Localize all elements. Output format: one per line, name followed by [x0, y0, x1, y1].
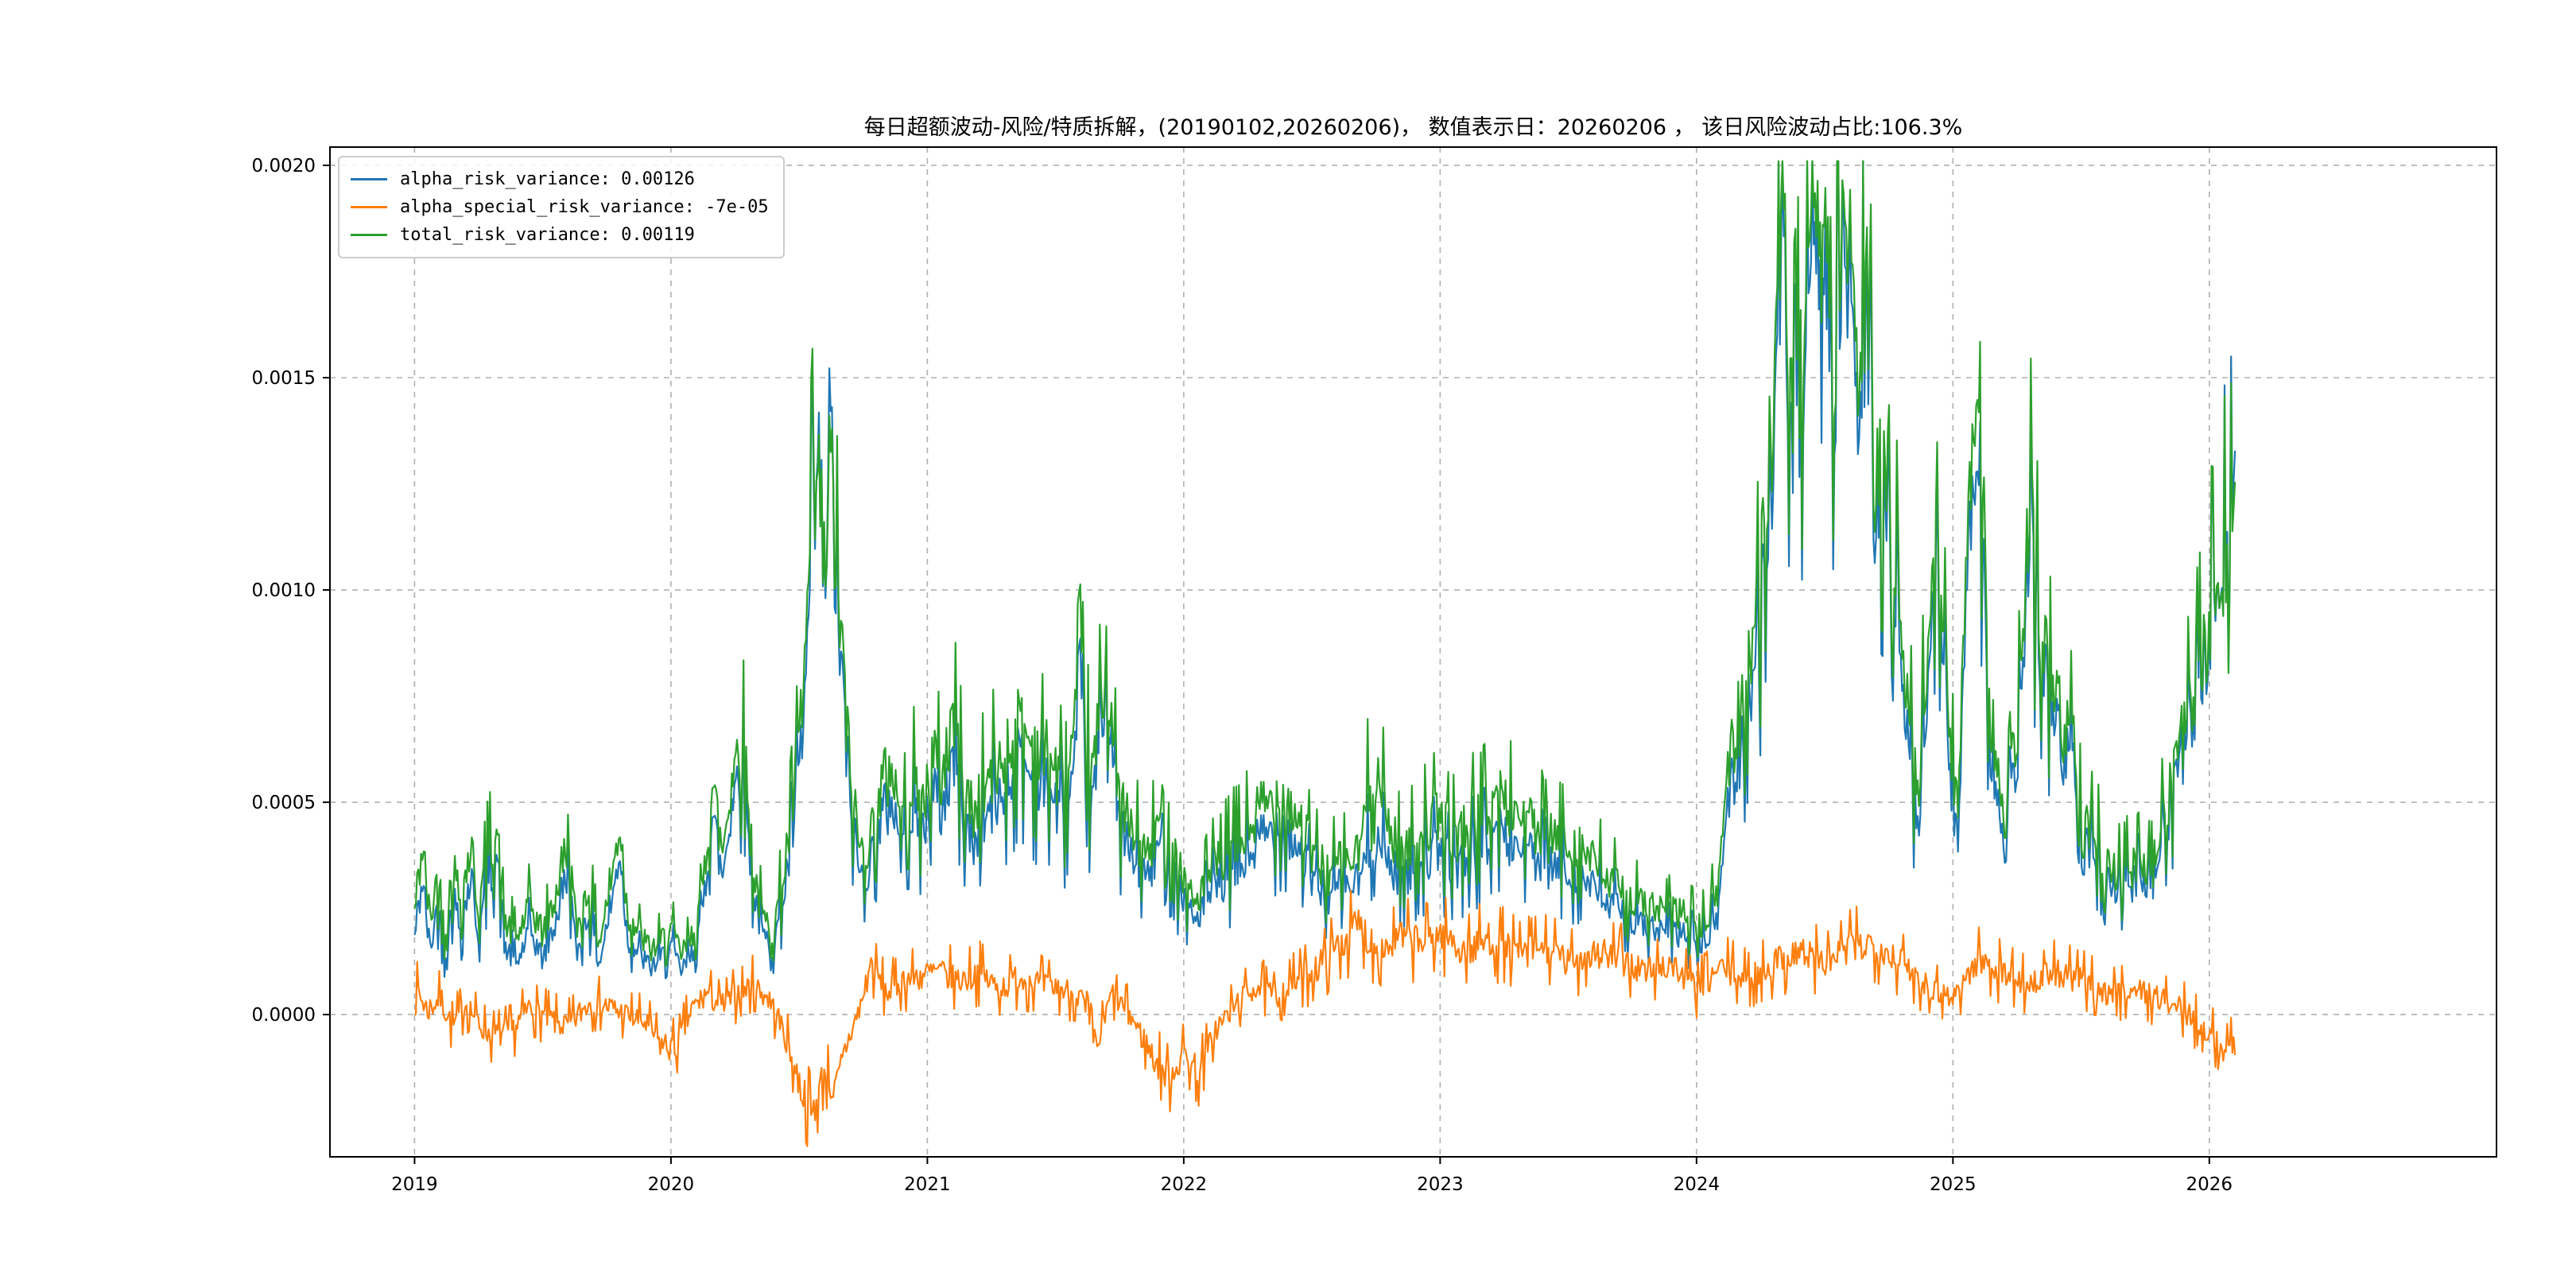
series-line-alpha_special_risk_variance: [413, 890, 2237, 1147]
y-tick-label: 0.0020: [252, 156, 316, 177]
x-tick-label: 2026: [2186, 1174, 2233, 1195]
legend-label-total-risk-variance: total_risk_variance: 0.00119: [400, 225, 695, 245]
series-line-total_risk_variance: [413, 160, 2237, 968]
x-tick-label: 2020: [648, 1174, 695, 1195]
legend-label-alpha-special-risk-variance: alpha_special_risk_variance: -7e-05: [400, 197, 769, 217]
legend-item-alpha-risk-variance: alpha_risk_variance: 0.00126: [351, 165, 769, 193]
series-line-alpha_risk_variance: [413, 160, 2237, 980]
legend-swatch-total-risk-variance: [351, 234, 387, 236]
legend: alpha_risk_variance: 0.00126 alpha_speci…: [338, 156, 785, 258]
x-tick-label: 2025: [1930, 1174, 1977, 1195]
x-tick-label: 2022: [1161, 1174, 1208, 1195]
y-tick-label: 0.0000: [252, 1005, 316, 1026]
legend-swatch-alpha-special-risk-variance: [351, 206, 387, 208]
legend-label-alpha-risk-variance: alpha_risk_variance: 0.00126: [400, 169, 695, 189]
chart-title: 每日超额波动-风险/特质拆解，(20190102,20260206)， 数值表示…: [863, 115, 1963, 140]
y-tick-label: 0.0015: [252, 368, 316, 389]
plot-border: [329, 146, 2497, 1158]
legend-item-alpha-special-risk-variance: alpha_special_risk_variance: -7e-05: [351, 193, 769, 221]
x-tick-label: 2019: [391, 1174, 438, 1195]
legend-item-total-risk-variance: total_risk_variance: 0.00119: [351, 221, 769, 249]
y-tick-label: 0.0005: [252, 793, 316, 813]
x-tick-label: 2023: [1417, 1174, 1464, 1195]
x-tick-label: 2021: [904, 1174, 951, 1195]
legend-swatch-alpha-risk-variance: [351, 178, 387, 180]
y-tick-label: 0.0010: [252, 580, 316, 601]
x-tick-label: 2024: [1674, 1174, 1721, 1195]
